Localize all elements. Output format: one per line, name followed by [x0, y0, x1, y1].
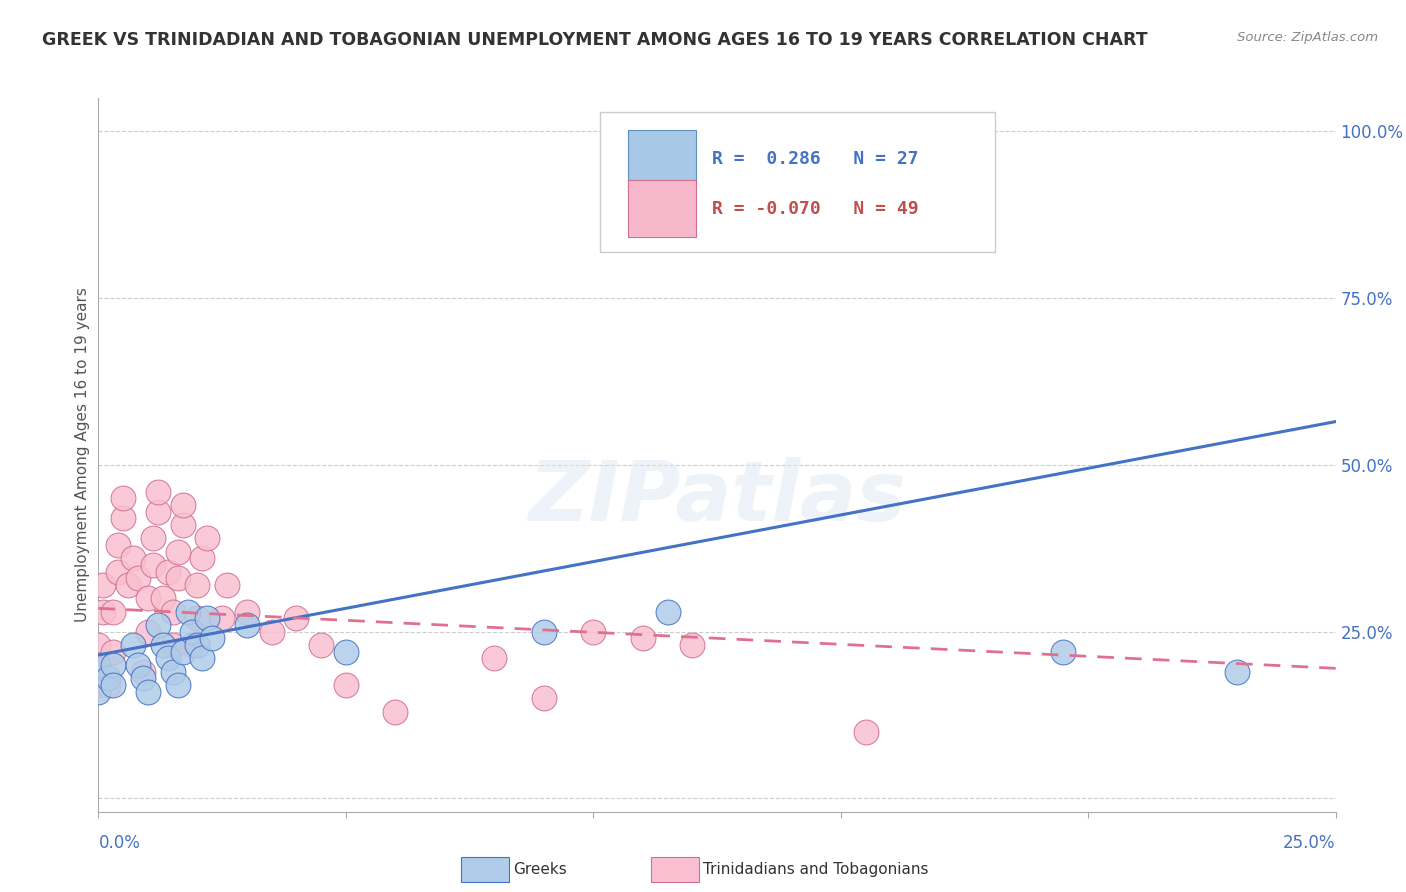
FancyBboxPatch shape — [628, 130, 696, 187]
Point — [186, 638, 208, 652]
Point — [166, 678, 188, 692]
Point — [195, 531, 218, 545]
Point — [87, 684, 110, 698]
Point — [87, 658, 110, 673]
Point — [103, 678, 125, 692]
Point — [166, 544, 188, 558]
Point — [166, 571, 188, 585]
Point — [112, 491, 135, 506]
Point — [217, 578, 239, 592]
Point — [335, 645, 357, 659]
Point — [186, 611, 208, 625]
Point — [533, 691, 555, 706]
Point — [195, 611, 218, 625]
FancyBboxPatch shape — [599, 112, 995, 252]
Point — [127, 658, 149, 673]
Point — [146, 484, 169, 499]
Point — [1226, 665, 1249, 679]
Point — [127, 571, 149, 585]
Point — [103, 605, 125, 619]
Point — [285, 611, 308, 625]
Point — [152, 591, 174, 606]
Point — [181, 624, 204, 639]
Point — [172, 645, 194, 659]
Point — [87, 678, 110, 692]
Point — [136, 624, 159, 639]
Point — [136, 591, 159, 606]
Point — [681, 638, 703, 652]
Text: R =  0.286   N = 27: R = 0.286 N = 27 — [711, 150, 918, 168]
Point — [176, 605, 198, 619]
Point — [136, 684, 159, 698]
Text: Source: ZipAtlas.com: Source: ZipAtlas.com — [1237, 31, 1378, 45]
Point — [132, 665, 155, 679]
Text: 25.0%: 25.0% — [1284, 834, 1336, 852]
Point — [1052, 645, 1074, 659]
Point — [87, 638, 110, 652]
Point — [122, 638, 145, 652]
FancyBboxPatch shape — [628, 180, 696, 237]
Text: ZIPatlas: ZIPatlas — [529, 458, 905, 538]
Point — [657, 605, 679, 619]
Point — [172, 518, 194, 533]
Point — [107, 538, 129, 552]
Point — [156, 565, 179, 579]
Point — [181, 638, 204, 652]
Point — [122, 551, 145, 566]
Text: Greeks: Greeks — [513, 863, 567, 877]
Point — [97, 671, 120, 685]
Text: Trinidadians and Tobagonians: Trinidadians and Tobagonians — [703, 863, 928, 877]
Point — [211, 611, 233, 625]
Point — [156, 651, 179, 665]
Point — [191, 651, 214, 665]
Point — [162, 605, 184, 619]
Point — [236, 618, 259, 632]
Point — [186, 578, 208, 592]
Point — [172, 498, 194, 512]
Text: R = -0.070   N = 49: R = -0.070 N = 49 — [711, 200, 918, 218]
Point — [112, 511, 135, 525]
Point — [201, 632, 224, 646]
Point — [162, 665, 184, 679]
Point — [93, 578, 115, 592]
Point — [855, 724, 877, 739]
Point — [484, 651, 506, 665]
Point — [117, 578, 139, 592]
Point — [146, 505, 169, 519]
Point — [335, 678, 357, 692]
Point — [103, 658, 125, 673]
Text: 0.0%: 0.0% — [98, 834, 141, 852]
Point — [260, 624, 283, 639]
Point — [236, 605, 259, 619]
Y-axis label: Unemployment Among Ages 16 to 19 years: Unemployment Among Ages 16 to 19 years — [75, 287, 90, 623]
Point — [93, 605, 115, 619]
Point — [142, 558, 165, 572]
Point — [152, 638, 174, 652]
Point — [87, 658, 110, 673]
Point — [97, 678, 120, 692]
Point — [191, 551, 214, 566]
Point — [582, 624, 605, 639]
Point — [132, 671, 155, 685]
Point — [384, 705, 406, 719]
Point — [146, 618, 169, 632]
Point — [103, 645, 125, 659]
Point — [142, 531, 165, 545]
Text: GREEK VS TRINIDADIAN AND TOBAGONIAN UNEMPLOYMENT AMONG AGES 16 TO 19 YEARS CORRE: GREEK VS TRINIDADIAN AND TOBAGONIAN UNEM… — [42, 31, 1147, 49]
Point — [309, 638, 332, 652]
Point — [162, 638, 184, 652]
Point — [107, 565, 129, 579]
Point — [533, 624, 555, 639]
Point — [631, 632, 654, 646]
